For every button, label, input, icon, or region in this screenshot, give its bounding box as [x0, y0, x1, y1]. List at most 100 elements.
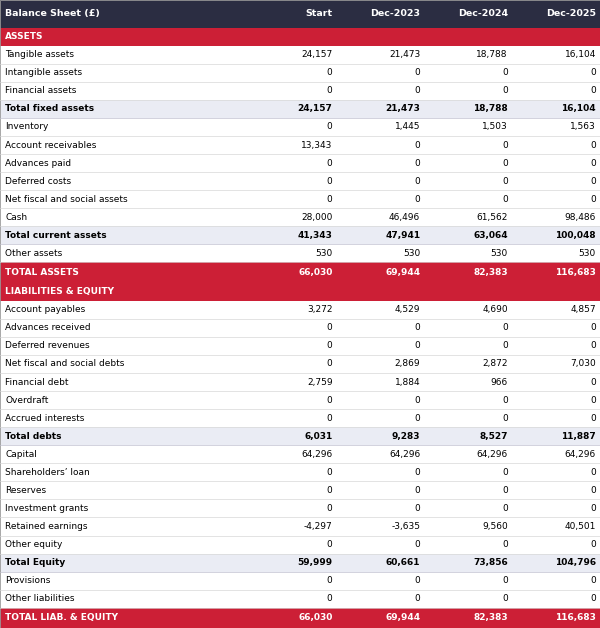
Text: Other assets: Other assets [5, 249, 62, 258]
Bar [0, 46, 600, 64]
Text: Financial debt: Financial debt [5, 377, 68, 386]
Text: 530: 530 [316, 249, 332, 258]
Text: Investment grants: Investment grants [5, 504, 88, 513]
Text: 64,296: 64,296 [301, 450, 332, 459]
Text: Dec-2025: Dec-2025 [546, 9, 596, 18]
Bar [0, 226, 600, 244]
Bar [0, 517, 600, 536]
Text: Start: Start [305, 9, 332, 18]
Text: 0: 0 [502, 414, 508, 423]
Text: 8,527: 8,527 [479, 431, 508, 441]
Text: TOTAL ASSETS: TOTAL ASSETS [5, 268, 79, 277]
Text: 0: 0 [415, 141, 420, 149]
Text: 0: 0 [327, 122, 332, 131]
Text: 46,496: 46,496 [389, 213, 420, 222]
Bar [0, 64, 600, 82]
Text: 0: 0 [327, 176, 332, 186]
Text: 0: 0 [327, 323, 332, 332]
Text: 0: 0 [327, 359, 332, 369]
Text: 104,796: 104,796 [555, 558, 596, 567]
Text: 0: 0 [327, 87, 332, 95]
Bar [0, 118, 600, 136]
Bar [0, 319, 600, 337]
Text: Account payables: Account payables [5, 305, 85, 314]
Text: 0: 0 [502, 87, 508, 95]
Text: -4,297: -4,297 [304, 522, 332, 531]
Text: Tangible assets: Tangible assets [5, 50, 74, 59]
Text: 82,383: 82,383 [473, 614, 508, 622]
Text: 0: 0 [327, 396, 332, 404]
Text: 0: 0 [590, 176, 596, 186]
Text: 0: 0 [502, 141, 508, 149]
Text: 0: 0 [327, 159, 332, 168]
Text: 9,283: 9,283 [392, 431, 420, 441]
Text: 66,030: 66,030 [298, 614, 332, 622]
Text: 0: 0 [590, 195, 596, 203]
Text: Total Equity: Total Equity [5, 558, 65, 567]
Text: 47,941: 47,941 [385, 231, 420, 240]
Text: 530: 530 [403, 249, 420, 258]
Text: 24,157: 24,157 [298, 104, 332, 114]
Text: 0: 0 [590, 87, 596, 95]
Text: 1,563: 1,563 [570, 122, 596, 131]
Text: 16,104: 16,104 [565, 50, 596, 59]
Text: 63,064: 63,064 [473, 231, 508, 240]
Text: 0: 0 [590, 486, 596, 495]
Text: 40,501: 40,501 [565, 522, 596, 531]
Text: 0: 0 [327, 486, 332, 495]
Text: 0: 0 [590, 159, 596, 168]
Text: 966: 966 [491, 377, 508, 386]
Text: Deferred costs: Deferred costs [5, 176, 71, 186]
Text: 69,944: 69,944 [385, 268, 420, 277]
Bar [0, 263, 600, 283]
Text: Account receivables: Account receivables [5, 141, 97, 149]
Text: 0: 0 [502, 323, 508, 332]
Text: 2,869: 2,869 [395, 359, 420, 369]
Text: 0: 0 [590, 540, 596, 549]
Text: 0: 0 [590, 342, 596, 350]
Text: Advances received: Advances received [5, 323, 91, 332]
Text: 2,759: 2,759 [307, 377, 332, 386]
Bar [0, 427, 600, 445]
Text: 0: 0 [415, 87, 420, 95]
Text: 16,104: 16,104 [562, 104, 596, 114]
Text: 82,383: 82,383 [473, 268, 508, 277]
Text: 0: 0 [590, 504, 596, 513]
Text: 28,000: 28,000 [301, 213, 332, 222]
Bar [0, 208, 600, 226]
Text: 100,048: 100,048 [556, 231, 596, 240]
Text: 0: 0 [415, 323, 420, 332]
Text: Net fiscal and social assets: Net fiscal and social assets [5, 195, 128, 203]
Text: 21,473: 21,473 [385, 104, 420, 114]
Text: 0: 0 [327, 195, 332, 203]
Text: 0: 0 [502, 468, 508, 477]
Text: 0: 0 [327, 540, 332, 549]
Bar [0, 409, 600, 427]
Text: 0: 0 [327, 577, 332, 585]
Text: Intangible assets: Intangible assets [5, 68, 82, 77]
Text: 3,272: 3,272 [307, 305, 332, 314]
Text: 0: 0 [415, 414, 420, 423]
Bar [0, 554, 600, 571]
Text: TOTAL LIAB. & EQUITY: TOTAL LIAB. & EQUITY [5, 614, 118, 622]
Text: Shareholders’ loan: Shareholders’ loan [5, 468, 90, 477]
Bar [0, 463, 600, 481]
Text: 0: 0 [590, 377, 596, 386]
Text: 0: 0 [327, 68, 332, 77]
Text: 73,856: 73,856 [473, 558, 508, 567]
Bar [0, 608, 600, 628]
Bar [0, 355, 600, 373]
Text: 0: 0 [590, 396, 596, 404]
Text: 0: 0 [590, 68, 596, 77]
Bar [0, 391, 600, 409]
Text: 116,683: 116,683 [555, 268, 596, 277]
Bar [0, 154, 600, 172]
Text: Dec-2023: Dec-2023 [370, 9, 420, 18]
Text: Total fixed assets: Total fixed assets [5, 104, 94, 114]
Text: 0: 0 [502, 486, 508, 495]
Text: 4,690: 4,690 [482, 305, 508, 314]
Text: 0: 0 [415, 68, 420, 77]
Text: 0: 0 [502, 68, 508, 77]
Text: Reserves: Reserves [5, 486, 46, 495]
Text: 0: 0 [502, 396, 508, 404]
